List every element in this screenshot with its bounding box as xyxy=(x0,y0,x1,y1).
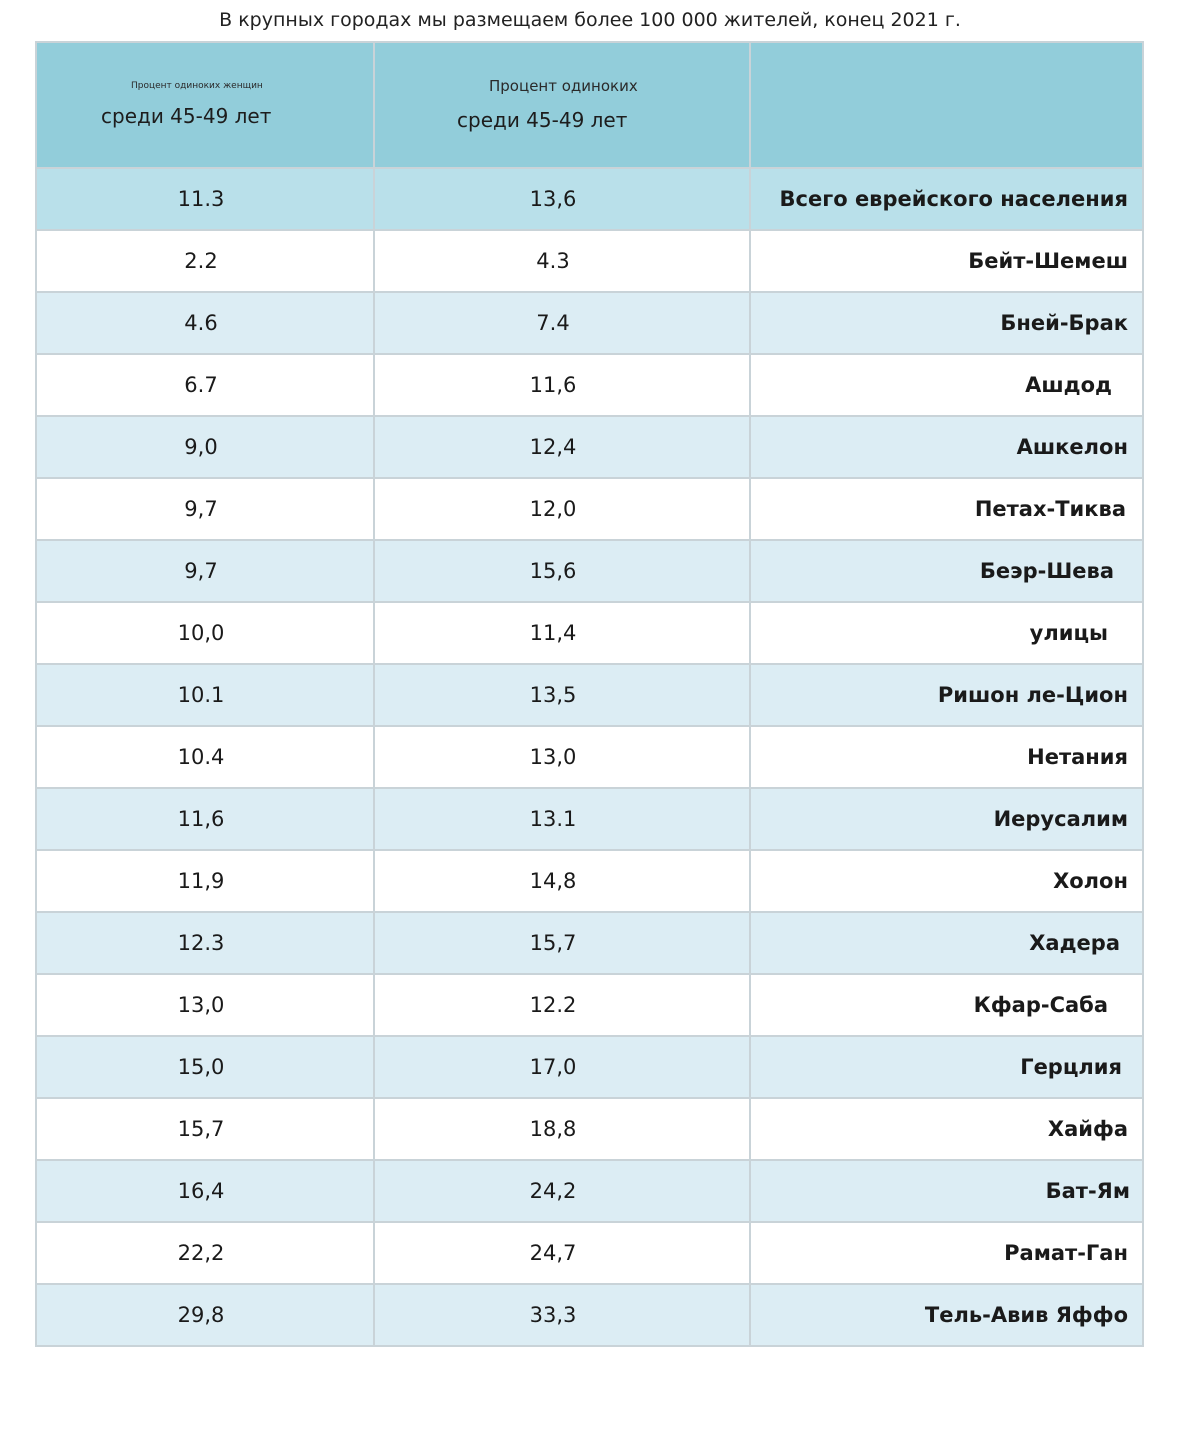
women-percent-cell: 11.3 xyxy=(35,167,375,231)
singles-percent-cell: 15,7 xyxy=(373,911,751,975)
women-percent-cell: 16,4 xyxy=(35,1159,375,1223)
women-percent-cell: 2.2 xyxy=(35,229,375,293)
table-row: 6.7 11,6 Ашдод xyxy=(35,353,1144,417)
singles-percent-cell: 13,5 xyxy=(373,663,751,727)
table-row: 11,6 13.1 Иерусалим xyxy=(35,787,1144,851)
women-percent-cell: 10.1 xyxy=(35,663,375,727)
singles-percent-cell: 15,6 xyxy=(373,539,751,603)
city-cell: Бейт-Шемеш xyxy=(749,229,1144,293)
table-row: 10,0 11,4 улицы xyxy=(35,601,1144,665)
city-cell: Кфар-Саба xyxy=(749,973,1144,1037)
table-row: 29,8 33,3 Тель-Авив Яффо xyxy=(35,1283,1144,1347)
table-row: 4.6 7.4 Бней-Брак xyxy=(35,291,1144,355)
header-women-label: Процент одиноких женщин xyxy=(131,81,263,91)
women-percent-cell: 9,0 xyxy=(35,415,375,479)
city-cell: Герцлия xyxy=(749,1035,1144,1099)
city-cell: Ашдод xyxy=(749,353,1144,417)
table-row: 13,0 12.2 Кфар-Саба xyxy=(35,973,1144,1037)
women-percent-cell: 12.3 xyxy=(35,911,375,975)
city-cell: улицы xyxy=(749,601,1144,665)
table-row: 12.3 15,7 Хадера xyxy=(35,911,1144,975)
header-singles: Процент одиноких среди 45-49 лет xyxy=(373,41,751,169)
table-row: 22,2 24,7 Рамат-Ган xyxy=(35,1221,1144,1285)
singles-percent-cell: 13,0 xyxy=(373,725,751,789)
header-city xyxy=(749,41,1144,169)
table-row: 11.3 13,6 Всего еврейского населения xyxy=(35,167,1144,231)
table-title: В крупных городах мы размещаем более 100… xyxy=(219,9,961,31)
city-cell: Беэр-Шева xyxy=(749,539,1144,603)
table-row: 10.4 13,0 Нетания xyxy=(35,725,1144,789)
table-row: 11,9 14,8 Холон xyxy=(35,849,1144,913)
singles-percent-cell: 33,3 xyxy=(373,1283,751,1347)
singles-percent-cell: 24,2 xyxy=(373,1159,751,1223)
women-percent-cell: 10.4 xyxy=(35,725,375,789)
table-row: 15,7 18,8 Хайфа xyxy=(35,1097,1144,1161)
city-cell: Хадера xyxy=(749,911,1144,975)
table-row: 16,4 24,2 Бат-Ям xyxy=(35,1159,1144,1223)
women-percent-cell: 22,2 xyxy=(35,1221,375,1285)
header-singles-age: среди 45-49 лет xyxy=(457,108,628,132)
table-row: 2.2 4.3 Бейт-Шемеш xyxy=(35,229,1144,293)
table-row: 9,7 15,6 Беэр-Шева xyxy=(35,539,1144,603)
city-cell: Петах-Тиква xyxy=(749,477,1144,541)
table-row: 15,0 17,0 Герцлия xyxy=(35,1035,1144,1099)
women-percent-cell: 15,0 xyxy=(35,1035,375,1099)
singles-percent-cell: 13.1 xyxy=(373,787,751,851)
women-percent-cell: 11,6 xyxy=(35,787,375,851)
singles-percent-cell: 14,8 xyxy=(373,849,751,913)
singles-percent-cell: 17,0 xyxy=(373,1035,751,1099)
city-cell: Всего еврейского населения xyxy=(749,167,1144,231)
singles-percent-cell: 12.2 xyxy=(373,973,751,1037)
city-cell: Иерусалим xyxy=(749,787,1144,851)
city-cell: Бней-Брак xyxy=(749,291,1144,355)
singles-percent-cell: 11,6 xyxy=(373,353,751,417)
singles-percent-cell: 11,4 xyxy=(373,601,751,665)
city-cell: Тель-Авив Яффо xyxy=(749,1283,1144,1347)
header-singles-label: Процент одиноких xyxy=(489,77,638,95)
women-percent-cell: 15,7 xyxy=(35,1097,375,1161)
singles-percent-cell: 18,8 xyxy=(373,1097,751,1161)
table-row: 10.1 13,5 Ришон ле-Цион xyxy=(35,663,1144,727)
women-percent-cell: 13,0 xyxy=(35,973,375,1037)
singles-percent-cell: 7.4 xyxy=(373,291,751,355)
city-cell: Холон xyxy=(749,849,1144,913)
singles-percent-cell: 13,6 xyxy=(373,167,751,231)
city-cell: Бат-Ям xyxy=(749,1159,1144,1223)
city-cell: Ашкелон xyxy=(749,415,1144,479)
singles-percent-cell: 12,0 xyxy=(373,477,751,541)
women-percent-cell: 10,0 xyxy=(35,601,375,665)
table-row: 9,0 12,4 Ашкелон xyxy=(35,415,1144,479)
women-percent-cell: 9,7 xyxy=(35,539,375,603)
women-percent-cell: 11,9 xyxy=(35,849,375,913)
header-women-age: среди 45-49 лет xyxy=(101,104,272,128)
table-row: 9,7 12,0 Петах-Тиква xyxy=(35,477,1144,541)
city-cell: Рамат-Ган xyxy=(749,1221,1144,1285)
city-cell: Ришон ле-Цион xyxy=(749,663,1144,727)
data-table: Процент одиноких женщин среди 45-49 лет … xyxy=(35,41,1144,1347)
header-women: Процент одиноких женщин среди 45-49 лет xyxy=(35,41,375,169)
singles-percent-cell: 24,7 xyxy=(373,1221,751,1285)
women-percent-cell: 9,7 xyxy=(35,477,375,541)
women-percent-cell: 29,8 xyxy=(35,1283,375,1347)
women-percent-cell: 6.7 xyxy=(35,353,375,417)
city-cell: Хайфа xyxy=(749,1097,1144,1161)
singles-percent-cell: 12,4 xyxy=(373,415,751,479)
singles-percent-cell: 4.3 xyxy=(373,229,751,293)
women-percent-cell: 4.6 xyxy=(35,291,375,355)
header-row: Процент одиноких женщин среди 45-49 лет … xyxy=(35,41,1144,169)
city-cell: Нетания xyxy=(749,725,1144,789)
